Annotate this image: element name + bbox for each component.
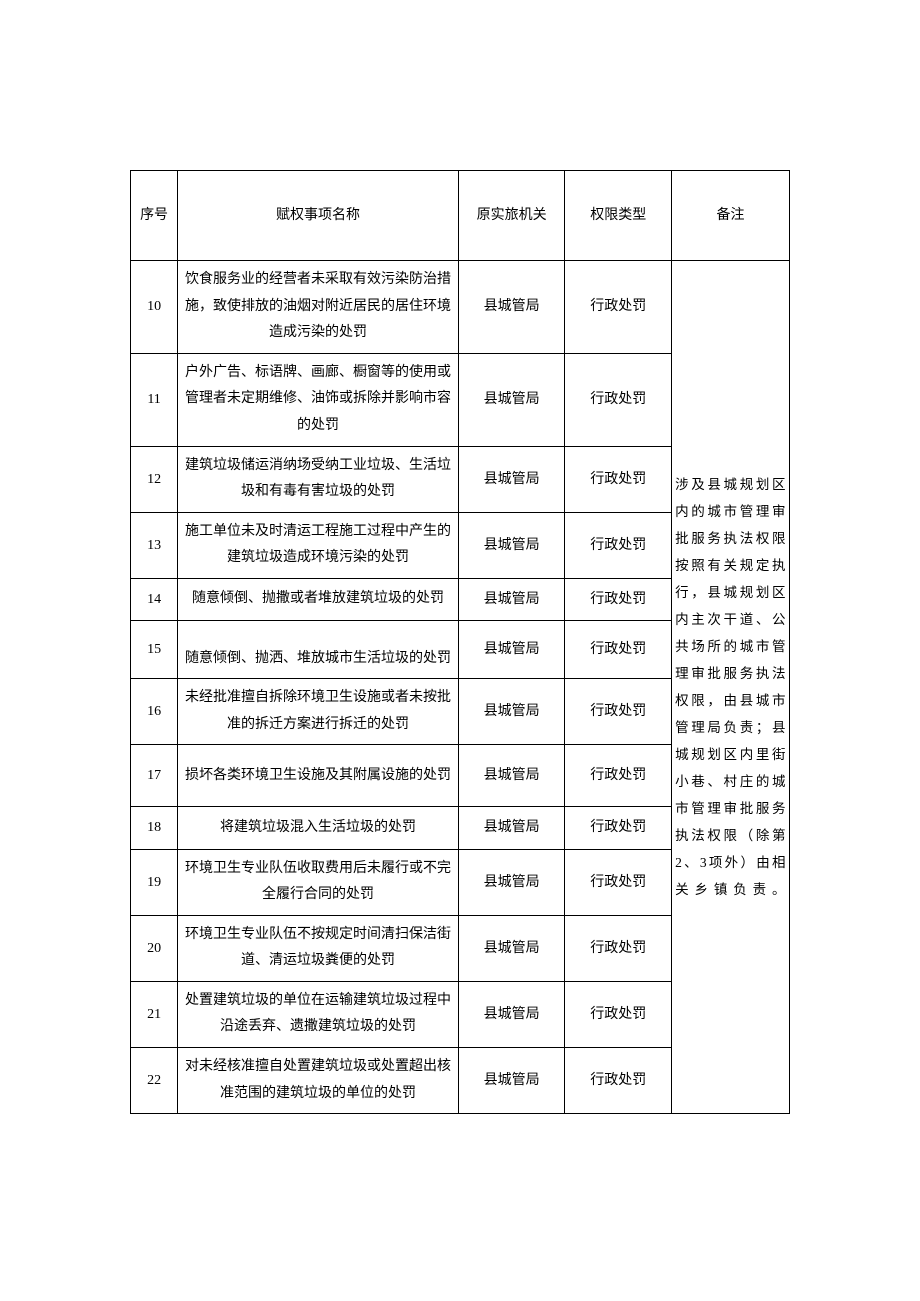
cell-seq: 16	[131, 679, 178, 745]
cell-type: 行政处罚	[565, 261, 672, 354]
cell-org: 县城管局	[458, 981, 565, 1047]
cell-name: 建筑垃圾储运消纳场受纳工业垃圾、生活垃圾和有毒有害垃圾的处罚	[178, 446, 459, 512]
cell-type: 行政处罚	[565, 446, 672, 512]
cell-seq: 15	[131, 621, 178, 679]
cell-name: 随意倾倒、抛洒、堆放城市生活垃圾的处罚	[178, 621, 459, 679]
header-remark: 备注	[672, 171, 790, 261]
cell-name: 随意倾倒、抛撒或者堆放建筑垃圾的处罚	[178, 578, 459, 620]
authority-table: 序号 赋权事项名称 原实旅机关 权限类型 备注 10 饮食服务业的经营者未采取有…	[130, 170, 790, 1114]
cell-type: 行政处罚	[565, 679, 672, 745]
cell-org: 县城管局	[458, 261, 565, 354]
table-row: 10 饮食服务业的经营者未采取有效污染防治措施，致使排放的油烟对附近居民的居住环…	[131, 261, 790, 354]
cell-seq: 11	[131, 353, 178, 446]
cell-org: 县城管局	[458, 512, 565, 578]
header-name: 赋权事项名称	[178, 171, 459, 261]
cell-name: 环境卫生专业队伍不按规定时间清扫保洁街道、清运垃圾粪便的处罚	[178, 915, 459, 981]
cell-seq: 21	[131, 981, 178, 1047]
cell-seq: 13	[131, 512, 178, 578]
cell-type: 行政处罚	[565, 512, 672, 578]
cell-seq: 10	[131, 261, 178, 354]
cell-name: 损坏各类环境卫生设施及其附属设施的处罚	[178, 745, 459, 807]
cell-org: 县城管局	[458, 915, 565, 981]
cell-seq: 22	[131, 1048, 178, 1114]
cell-seq: 20	[131, 915, 178, 981]
cell-org: 县城管局	[458, 446, 565, 512]
cell-type: 行政处罚	[565, 915, 672, 981]
cell-type: 行政处罚	[565, 621, 672, 679]
header-org: 原实旅机关	[458, 171, 565, 261]
cell-name: 户外广告、标语牌、画廊、橱窗等的使用或管理者未定期维修、油饰或拆除并影响市容的处…	[178, 353, 459, 446]
cell-type: 行政处罚	[565, 981, 672, 1047]
cell-name: 将建筑垃圾混入生活垃圾的处罚	[178, 807, 459, 849]
cell-name: 对未经核准擅自处置建筑垃圾或处置超出核准范围的建筑垃圾的单位的处罚	[178, 1048, 459, 1114]
cell-org: 县城管局	[458, 679, 565, 745]
cell-org: 县城管局	[458, 1048, 565, 1114]
cell-seq: 19	[131, 849, 178, 915]
cell-type: 行政处罚	[565, 745, 672, 807]
cell-org: 县城管局	[458, 807, 565, 849]
table-header-row: 序号 赋权事项名称 原实旅机关 权限类型 备注	[131, 171, 790, 261]
cell-type: 行政处罚	[565, 849, 672, 915]
cell-type: 行政处罚	[565, 1048, 672, 1114]
cell-remark: 涉及县城规划区内的城市管理审批服务执法权限按照有关规定执行，县城规划区内主次干道…	[672, 261, 790, 1114]
cell-type: 行政处罚	[565, 578, 672, 620]
header-seq: 序号	[131, 171, 178, 261]
cell-org: 县城管局	[458, 745, 565, 807]
cell-org: 县城管局	[458, 578, 565, 620]
cell-seq: 17	[131, 745, 178, 807]
cell-seq: 12	[131, 446, 178, 512]
cell-seq: 14	[131, 578, 178, 620]
cell-name: 施工单位未及时清运工程施工过程中产生的建筑垃圾造成环境污染的处罚	[178, 512, 459, 578]
cell-type: 行政处罚	[565, 353, 672, 446]
cell-name: 处置建筑垃圾的单位在运输建筑垃圾过程中沿途丢弃、遗撒建筑垃圾的处罚	[178, 981, 459, 1047]
cell-org: 县城管局	[458, 353, 565, 446]
cell-org: 县城管局	[458, 849, 565, 915]
cell-name: 未经批准擅自拆除环境卫生设施或者未按批准的拆迁方案进行拆迁的处罚	[178, 679, 459, 745]
header-type: 权限类型	[565, 171, 672, 261]
cell-name: 饮食服务业的经营者未采取有效污染防治措施，致使排放的油烟对附近居民的居住环境造成…	[178, 261, 459, 354]
cell-type: 行政处罚	[565, 807, 672, 849]
cell-seq: 18	[131, 807, 178, 849]
cell-org: 县城管局	[458, 621, 565, 679]
cell-name: 环境卫生专业队伍收取费用后未履行或不完全履行合同的处罚	[178, 849, 459, 915]
